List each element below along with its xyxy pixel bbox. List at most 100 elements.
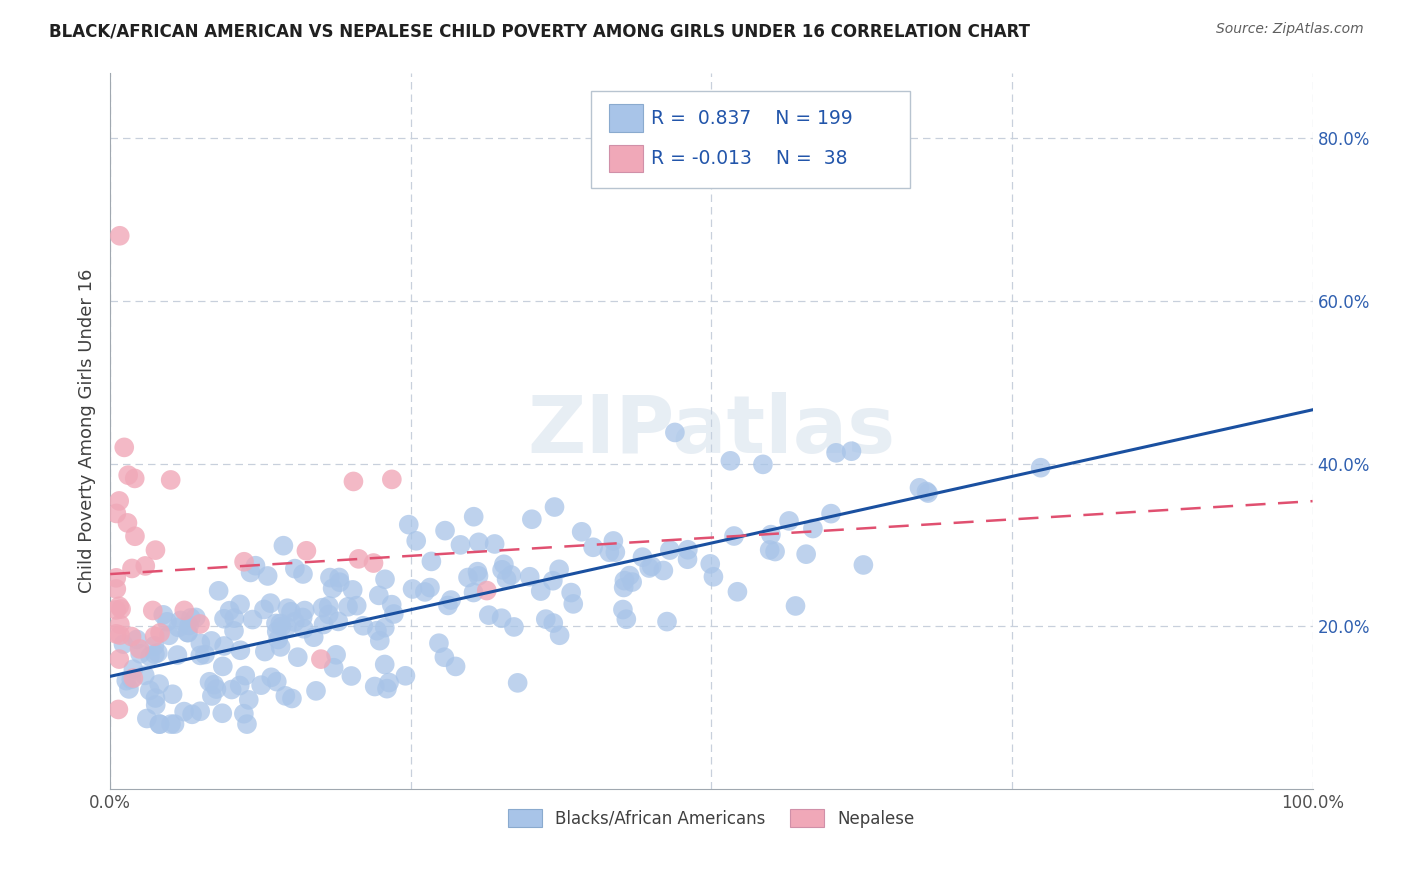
Point bbox=[794, 547, 817, 561]
Point bbox=[378, 675, 401, 690]
Point bbox=[218, 604, 240, 618]
Point bbox=[112, 637, 135, 651]
Point bbox=[129, 647, 152, 661]
Point bbox=[273, 539, 295, 553]
Point bbox=[167, 620, 190, 634]
Point bbox=[212, 612, 235, 626]
Point bbox=[162, 687, 184, 701]
Point bbox=[655, 615, 678, 629]
Point bbox=[444, 659, 467, 673]
Point bbox=[134, 558, 156, 573]
Point bbox=[463, 585, 485, 599]
Point bbox=[676, 552, 699, 566]
Point bbox=[233, 668, 256, 682]
Point bbox=[478, 608, 501, 623]
Point bbox=[312, 617, 335, 632]
Point bbox=[322, 661, 344, 675]
Point bbox=[520, 512, 543, 526]
Point bbox=[269, 616, 291, 631]
Point bbox=[613, 574, 636, 588]
Point bbox=[145, 691, 167, 706]
Point bbox=[148, 677, 170, 691]
Point bbox=[108, 599, 131, 614]
Point bbox=[413, 585, 436, 599]
Point bbox=[562, 597, 585, 611]
Point bbox=[322, 582, 344, 596]
Point bbox=[427, 636, 450, 650]
Point bbox=[212, 639, 235, 653]
Point bbox=[117, 516, 139, 530]
Point bbox=[702, 570, 724, 584]
Point bbox=[270, 619, 292, 633]
Point bbox=[605, 545, 627, 559]
Text: R =  0.837    N = 199: R = 0.837 N = 199 bbox=[651, 109, 853, 128]
Point bbox=[108, 628, 131, 642]
Point bbox=[420, 554, 443, 568]
Point bbox=[319, 571, 342, 585]
Point bbox=[405, 533, 427, 548]
Point bbox=[364, 680, 387, 694]
Point bbox=[267, 632, 290, 647]
Point bbox=[640, 559, 662, 574]
Point bbox=[401, 582, 423, 596]
Point bbox=[342, 475, 364, 489]
Point bbox=[157, 628, 180, 642]
Point bbox=[718, 454, 741, 468]
Point bbox=[107, 702, 129, 716]
Point bbox=[291, 610, 314, 624]
Point bbox=[245, 558, 267, 573]
Point bbox=[398, 517, 420, 532]
Point bbox=[294, 603, 316, 617]
Point bbox=[852, 558, 875, 572]
Point bbox=[368, 633, 391, 648]
Point bbox=[543, 500, 565, 514]
Point bbox=[200, 634, 222, 648]
Point bbox=[381, 472, 404, 486]
Point bbox=[122, 662, 145, 676]
Point bbox=[491, 611, 513, 625]
Point bbox=[329, 575, 352, 590]
Point bbox=[118, 681, 141, 696]
Point bbox=[801, 522, 824, 536]
Point bbox=[613, 581, 636, 595]
Point bbox=[276, 620, 298, 634]
Point bbox=[467, 565, 489, 579]
Point bbox=[631, 550, 654, 565]
Point bbox=[318, 607, 340, 622]
Point bbox=[205, 681, 228, 696]
Point bbox=[1029, 460, 1052, 475]
Point bbox=[664, 425, 686, 440]
Point bbox=[276, 601, 298, 615]
Point bbox=[363, 556, 385, 570]
Point bbox=[121, 561, 143, 575]
Point bbox=[105, 603, 128, 617]
Point bbox=[143, 647, 166, 661]
Point bbox=[134, 668, 156, 682]
Point bbox=[352, 619, 374, 633]
Point bbox=[311, 600, 333, 615]
Point bbox=[484, 537, 506, 551]
Point bbox=[467, 569, 489, 583]
Point bbox=[163, 717, 186, 731]
Point bbox=[207, 583, 229, 598]
Point bbox=[366, 624, 388, 638]
Text: Source: ZipAtlas.com: Source: ZipAtlas.com bbox=[1216, 22, 1364, 37]
Point bbox=[202, 678, 225, 692]
Point bbox=[142, 603, 165, 617]
Point bbox=[177, 618, 200, 632]
Point bbox=[156, 615, 179, 629]
Point bbox=[602, 533, 624, 548]
Y-axis label: Child Poverty Among Girls Under 16: Child Poverty Among Girls Under 16 bbox=[79, 268, 96, 593]
Point bbox=[149, 625, 172, 640]
Point bbox=[342, 582, 364, 597]
Point bbox=[280, 605, 302, 619]
Point bbox=[340, 669, 363, 683]
Point bbox=[548, 628, 571, 642]
Point bbox=[260, 670, 283, 684]
Point bbox=[723, 529, 745, 543]
Point bbox=[173, 705, 195, 719]
Point bbox=[198, 674, 221, 689]
Point bbox=[841, 444, 863, 458]
Point bbox=[381, 598, 404, 612]
Point bbox=[253, 602, 276, 616]
